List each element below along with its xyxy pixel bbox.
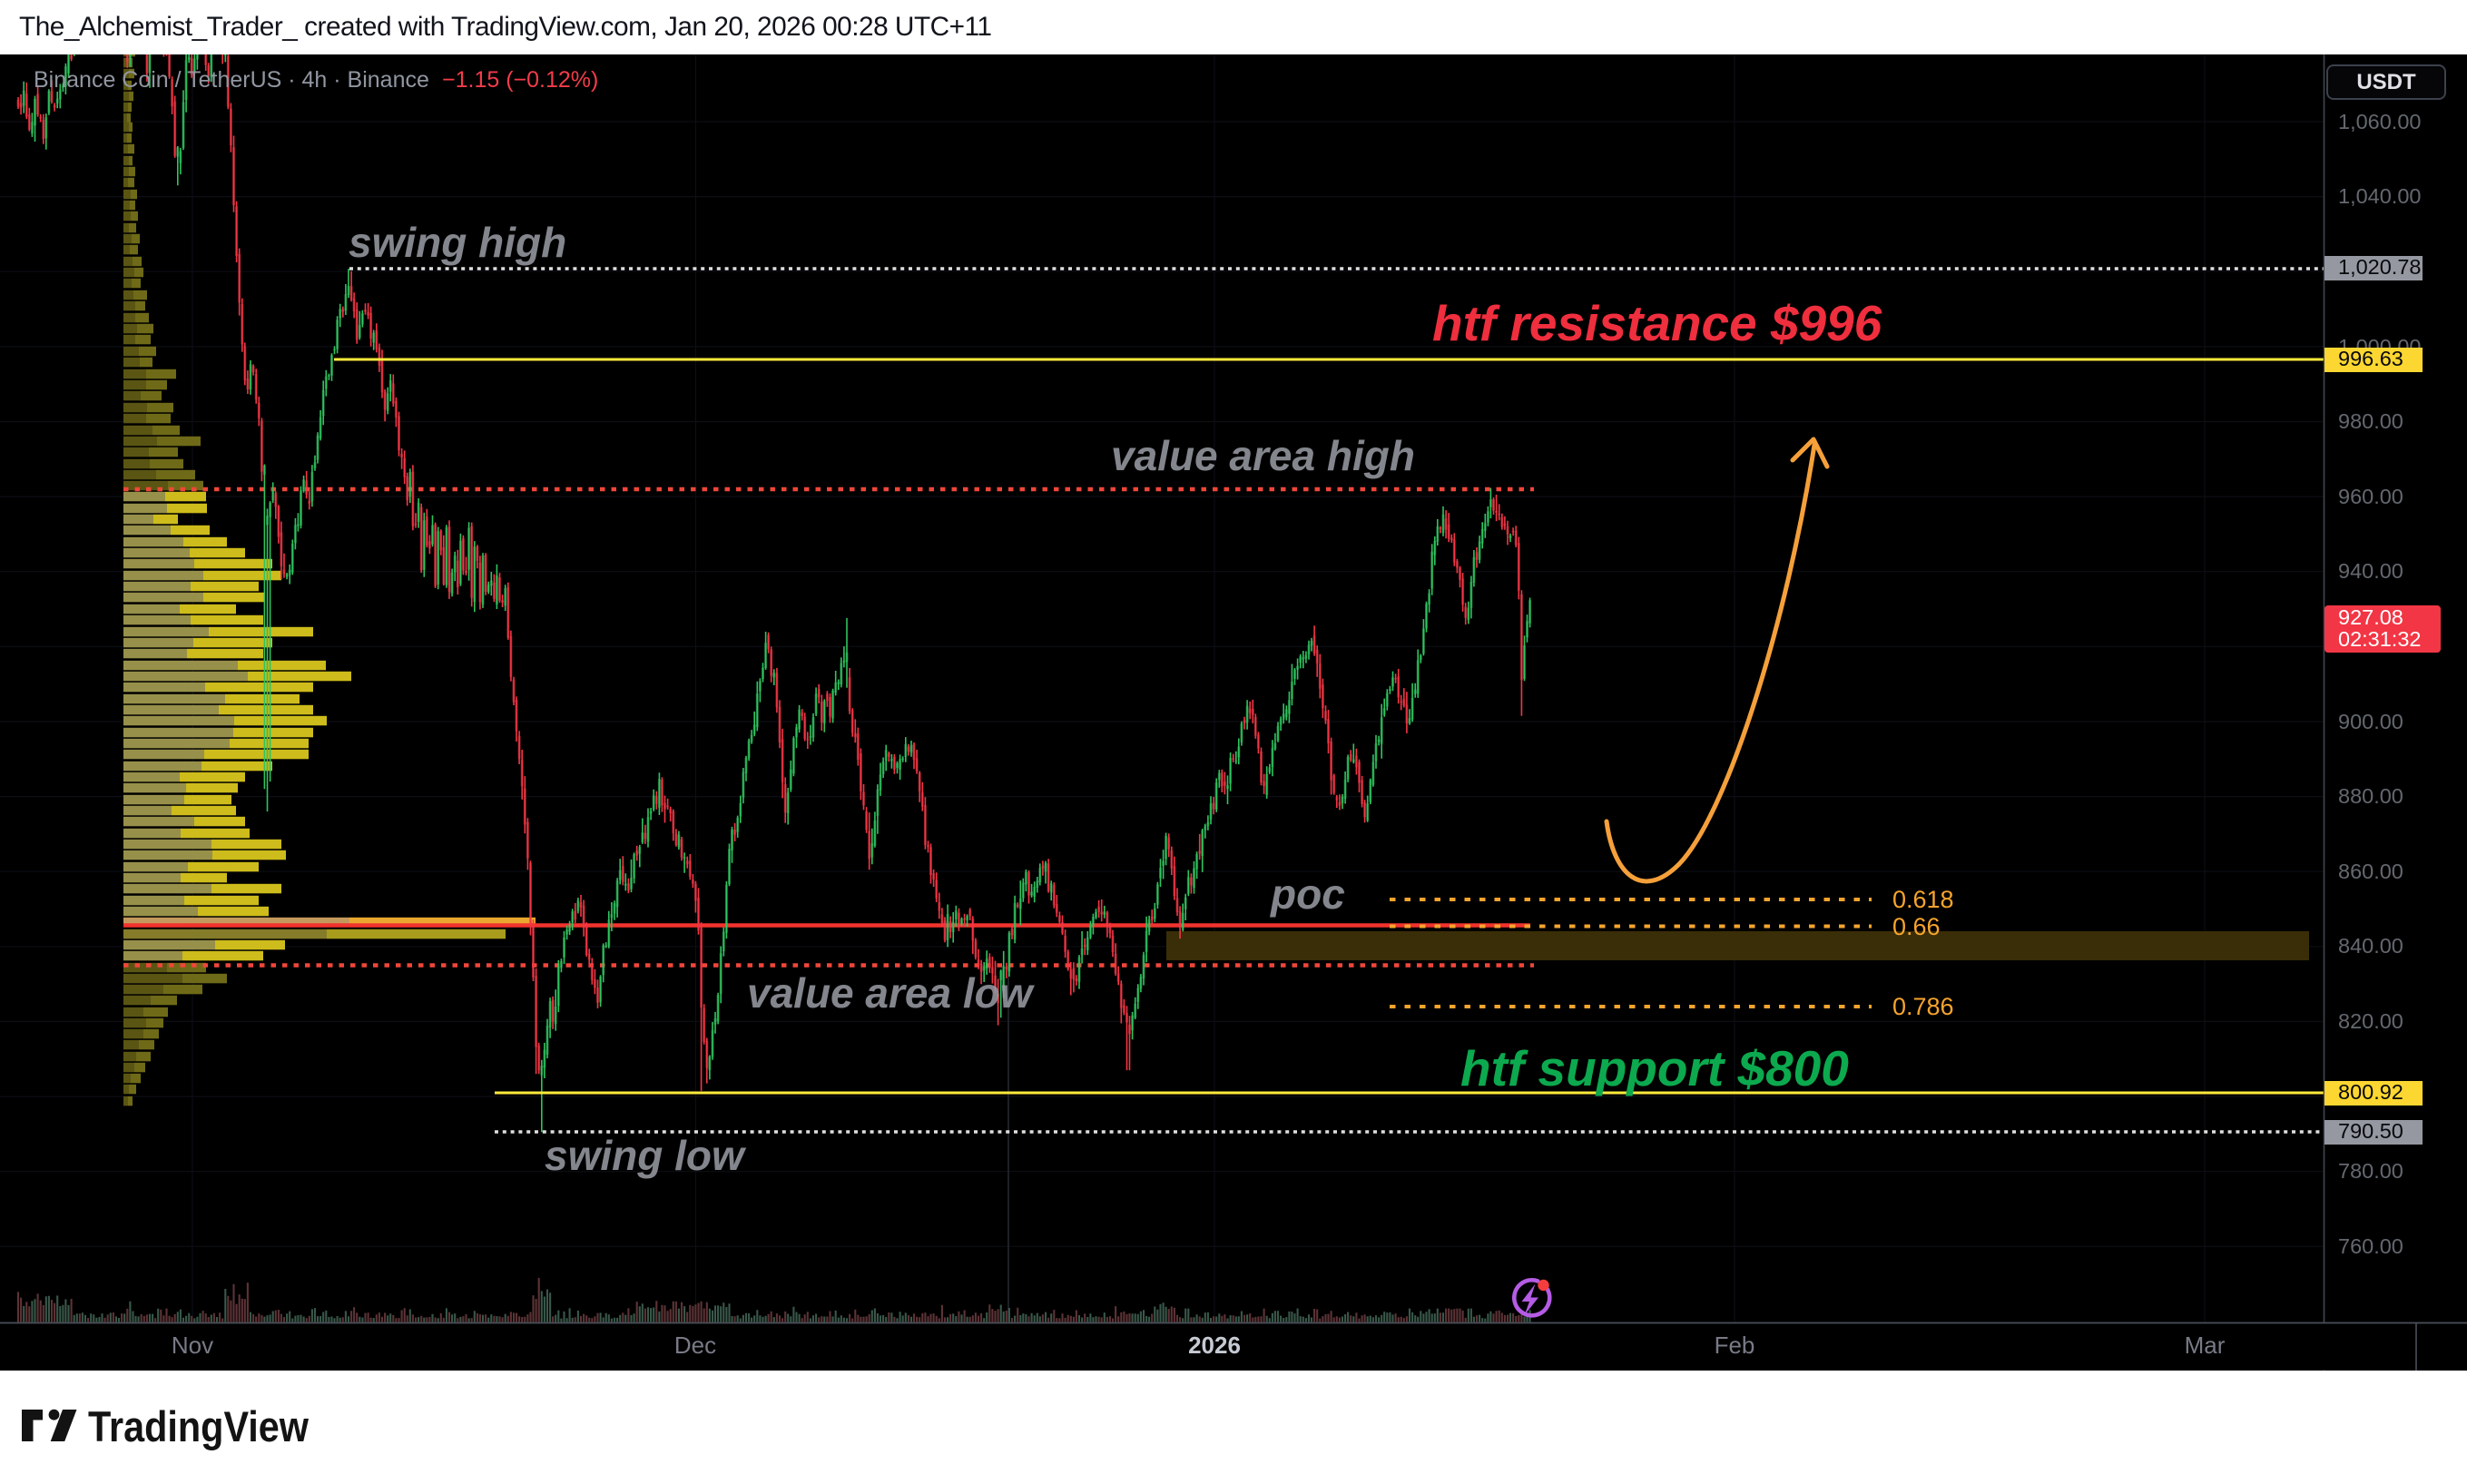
svg-text:swing high: swing high [349, 219, 566, 266]
svg-text:880.00: 880.00 [2338, 784, 2403, 808]
svg-text:swing low: swing low [545, 1132, 747, 1179]
svg-text:980.00: 980.00 [2338, 409, 2403, 433]
svg-text:840.00: 840.00 [2338, 934, 2403, 958]
svg-text:Binance Coin / TetherUS · 4h ·: Binance Coin / TetherUS · 4h · Binance [34, 67, 429, 93]
svg-text:940.00: 940.00 [2338, 559, 2403, 583]
svg-text:htf resistance $996: htf resistance $996 [1432, 295, 1882, 351]
svg-text:TradingView: TradingView [88, 1402, 309, 1450]
svg-text:0.66: 0.66 [1892, 913, 1941, 940]
svg-text:996.63: 996.63 [2338, 347, 2403, 370]
svg-text:900.00: 900.00 [2338, 710, 2403, 733]
svg-text:02:31:32: 02:31:32 [2338, 627, 2421, 651]
svg-text:USDT: USDT [2356, 70, 2416, 94]
svg-text:800.92: 800.92 [2338, 1080, 2403, 1104]
svg-text:820.00: 820.00 [2338, 1009, 2403, 1033]
svg-text:0.618: 0.618 [1892, 886, 1954, 913]
svg-text:2026: 2026 [1188, 1332, 1241, 1359]
svg-text:927.08: 927.08 [2338, 605, 2403, 629]
svg-text:Mar: Mar [2185, 1332, 2226, 1359]
svg-text:1,020.78: 1,020.78 [2338, 255, 2421, 279]
svg-text:1,060.00: 1,060.00 [2338, 110, 2421, 133]
svg-text:760.00: 760.00 [2338, 1234, 2403, 1258]
svg-text:0.786: 0.786 [1892, 993, 1954, 1020]
svg-text:value area high: value area high [1111, 432, 1415, 479]
svg-text:780.00: 780.00 [2338, 1159, 2403, 1183]
svg-text:value area low: value area low [747, 969, 1036, 1017]
svg-text:860.00: 860.00 [2338, 860, 2403, 883]
svg-text:htf support $800: htf support $800 [1460, 1040, 1849, 1096]
svg-text:Nov: Nov [172, 1332, 213, 1359]
svg-text:790.50: 790.50 [2338, 1119, 2403, 1143]
svg-text:poc: poc [1269, 870, 1345, 918]
svg-text:Feb: Feb [1715, 1332, 1755, 1359]
svg-text:Dec: Dec [674, 1332, 716, 1359]
svg-text:1,040.00: 1,040.00 [2338, 184, 2421, 208]
svg-text:−1.15 (−0.12%): −1.15 (−0.12%) [442, 67, 598, 93]
svg-text:960.00: 960.00 [2338, 485, 2403, 508]
